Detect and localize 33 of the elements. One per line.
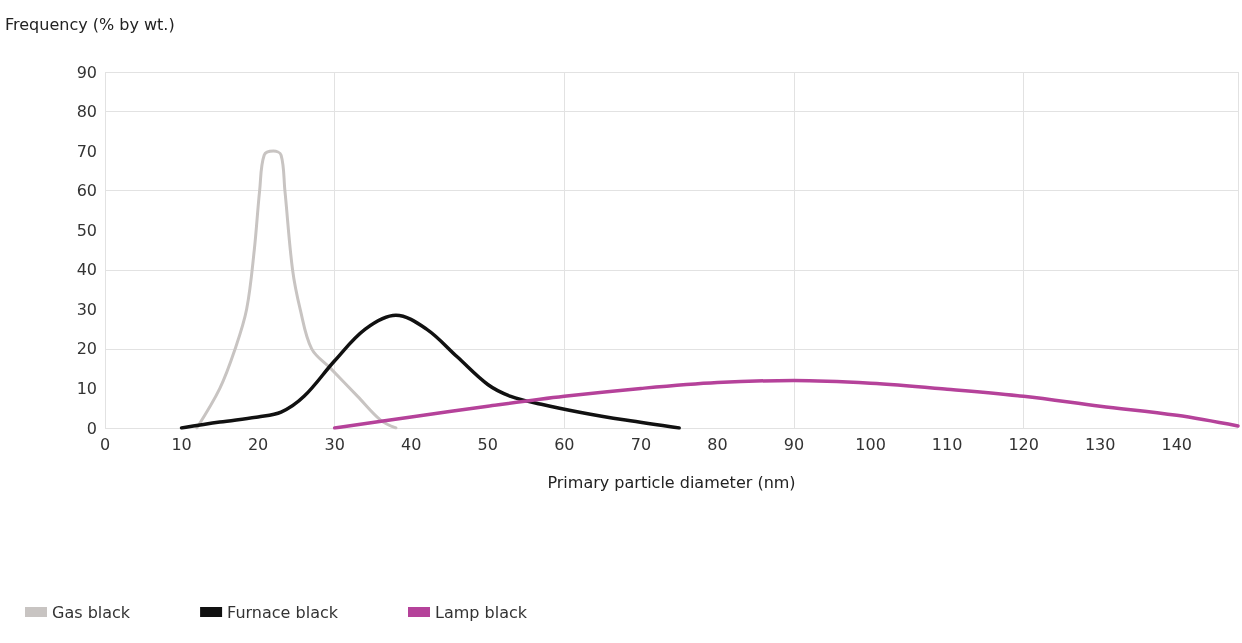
x-tick-label: 50 — [477, 434, 498, 454]
y-tick-label: 40 — [76, 260, 97, 280]
x-tick-label: 120 — [1008, 434, 1039, 454]
x-tick-label: 0 — [99, 434, 111, 454]
line-series — [195, 149, 398, 430]
x-tick-label: 60 — [554, 434, 575, 454]
y-tick-label: 30 — [76, 299, 97, 319]
legend-label: Furnace black — [227, 602, 339, 622]
line-series — [332, 378, 1240, 430]
line-series — [179, 313, 681, 430]
x-tick-label: 80 — [707, 434, 728, 454]
x-tick-label: 30 — [324, 434, 345, 454]
x-tick-label: 20 — [247, 434, 269, 454]
x-tick-label: 140 — [1161, 434, 1193, 454]
y-tick-label: 50 — [76, 220, 97, 240]
x-tick-label: 40 — [401, 434, 422, 454]
y-tick-label: 90 — [76, 62, 97, 82]
y-tick-label: 70 — [76, 141, 97, 161]
x-tick-label: 90 — [783, 434, 805, 454]
y-axis-title: Frequency (% by wt.) — [5, 14, 175, 34]
x-tick-label: 70 — [630, 434, 652, 454]
legend-label: Lamp black — [435, 602, 528, 622]
x-tick-label: 10 — [171, 434, 192, 454]
y-tick-label: 80 — [76, 102, 97, 122]
x-tick-label: 100 — [855, 434, 886, 454]
legend-label: Gas black — [52, 602, 131, 622]
x-tick-label: 130 — [1084, 434, 1116, 454]
x-tick-label: 110 — [931, 434, 963, 454]
x-axis-title: Primary particle diameter (nm) — [547, 472, 796, 492]
y-tick-label: 0 — [86, 418, 97, 438]
y-tick-label: 20 — [76, 339, 97, 359]
y-tick-label: 10 — [76, 378, 97, 398]
y-tick-label: 60 — [76, 181, 97, 201]
